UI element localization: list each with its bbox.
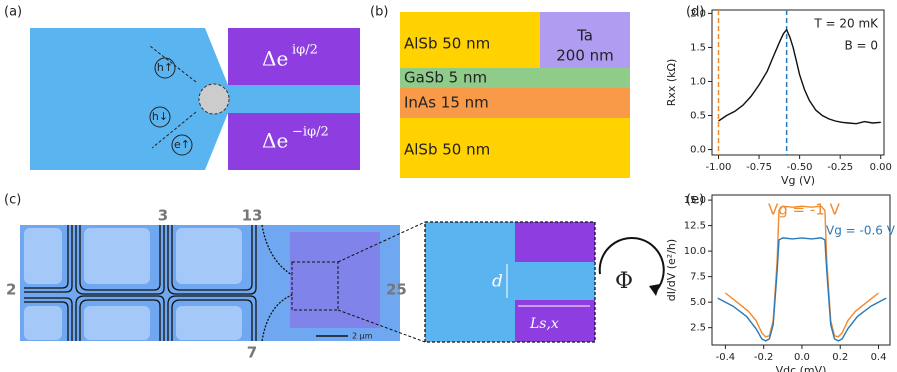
circle <box>154 57 176 79</box>
contact-label: Ta <box>576 27 593 45</box>
superconductor-top <box>515 222 595 262</box>
gap-bottom-exp: −iφ/2 <box>292 125 329 140</box>
layer <box>400 118 630 178</box>
contact-number: 2 <box>6 281 16 299</box>
d-label: d <box>492 272 503 292</box>
layer <box>400 68 630 88</box>
mesa-squares <box>24 228 242 340</box>
hole-up: h↑ <box>157 61 173 74</box>
edge-channels <box>24 224 293 342</box>
x-tick-label: 0.4 <box>871 352 887 363</box>
data-line <box>717 237 887 342</box>
length-label: Ls,x <box>529 316 559 332</box>
zoom-line <box>337 309 426 343</box>
circle <box>171 134 193 156</box>
x-tick-label: -0.50 <box>787 162 813 173</box>
x-tick-label: 0.00 <box>870 162 892 173</box>
contact-number: 7 <box>247 344 257 362</box>
contact-number: 13 <box>242 207 263 225</box>
contact <box>540 12 630 68</box>
annotation: B = 0 <box>844 39 878 53</box>
legend-entry: Vg = -1 V <box>768 201 841 219</box>
layer-label: AlSb 50 nm <box>404 141 490 159</box>
contact-label: 200 nm <box>556 47 614 65</box>
x-axis-label: Vdc (mV) <box>776 364 827 372</box>
layer <box>400 12 540 68</box>
x-tick-label: -0.2 <box>754 352 774 363</box>
x-tick-label: -0.75 <box>746 162 772 173</box>
panel-label: (a) <box>4 5 22 20</box>
y-axis-label: Rxx (kΩ) <box>665 59 678 107</box>
x-axis-label: Vg (V) <box>781 174 815 187</box>
y-tick-label: 0.0 <box>690 145 706 156</box>
gap-top: Δe <box>262 47 288 71</box>
gap-bottom: Δe <box>262 129 288 153</box>
contact-number: 3 <box>158 207 168 225</box>
superconductor-bottom <box>515 300 595 342</box>
y-tick-label: 1.0 <box>690 76 706 87</box>
x-tick-label: -0.4 <box>716 352 736 363</box>
gap-top-exp: iφ/2 <box>292 43 318 58</box>
zoom-border <box>424 221 596 343</box>
contact-number: 25 <box>386 281 407 299</box>
layer <box>400 88 630 118</box>
x-tick-label: -1.00 <box>706 162 732 173</box>
scale-label: 2 μm <box>352 332 373 341</box>
layer-label: GaSb 5 nm <box>404 69 487 87</box>
data-line <box>718 28 881 125</box>
flux-arrow <box>649 284 660 296</box>
panel-label: (c) <box>4 193 21 208</box>
y-tick-label: 12.5 <box>684 221 706 232</box>
legend-entry: Vg = -0.6 V <box>826 224 896 238</box>
junction-shape <box>30 28 360 170</box>
arrow <box>151 111 197 149</box>
y-tick-label: 7.5 <box>690 272 706 283</box>
superconductor-bottom <box>228 113 360 170</box>
data-line <box>724 205 879 338</box>
zoom-line <box>337 221 426 263</box>
zoom-box <box>291 261 339 311</box>
electron-up: e↑ <box>174 138 190 151</box>
junction-region <box>290 232 380 328</box>
hole-down: h↓ <box>152 110 168 123</box>
superconductor-top <box>228 28 360 85</box>
y-tick-label: 2.0 <box>690 8 706 19</box>
x-tick-label: 0.0 <box>794 352 810 363</box>
scatterer <box>198 83 230 115</box>
panel-label: (e) <box>686 193 704 208</box>
plot-frame <box>711 9 885 156</box>
layer-label: AlSb 50 nm <box>404 35 490 53</box>
flux-loop <box>598 237 665 293</box>
y-tick-label: 15.0 <box>684 195 706 206</box>
plot-frame <box>711 194 891 346</box>
flux-label: Φ <box>615 269 633 294</box>
x-tick-label: 0.2 <box>832 352 848 363</box>
y-tick-label: 2.5 <box>690 323 706 334</box>
panel-label: (b) <box>370 5 388 20</box>
annotation: T = 20 mK <box>813 17 879 31</box>
x-tick-label: -0.25 <box>827 162 853 173</box>
panel-label: (d) <box>686 5 704 20</box>
y-tick-label: 1.5 <box>690 42 706 53</box>
y-tick-label: 5.0 <box>690 297 706 308</box>
y-tick-label: 10.0 <box>684 246 706 257</box>
y-axis-label: dI/dV (e²/h) <box>665 239 678 301</box>
circle <box>149 106 171 128</box>
y-tick-label: 0.5 <box>690 111 706 122</box>
layer-label: InAs 15 nm <box>404 94 489 112</box>
